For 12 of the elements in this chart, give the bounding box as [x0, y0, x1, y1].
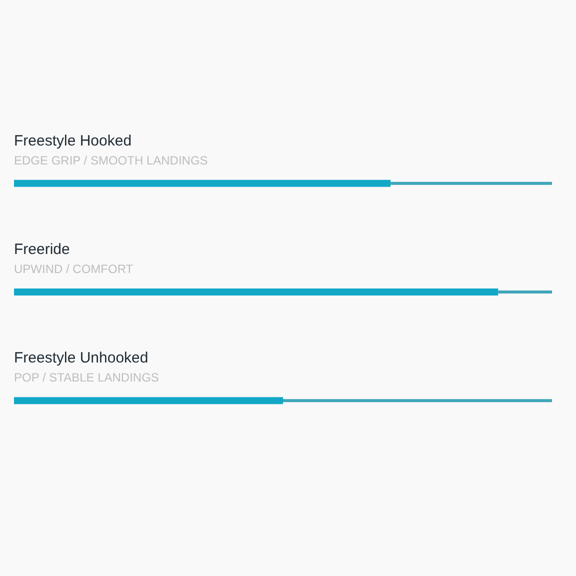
annotation: EDGE GRIP / SMOOTH LANDINGS: [14, 153, 208, 168]
bar: [390, 182, 552, 185]
bar: [14, 180, 391, 187]
bar: [498, 290, 552, 294]
bar: [14, 288, 498, 296]
annotation: POP / STABLE LANDINGS: [14, 370, 159, 385]
y-tick-label: Freeride: [14, 241, 70, 258]
bar: [14, 397, 283, 404]
y-tick-label: Freestyle Unhooked: [14, 350, 148, 367]
y-tick-label: Freestyle Hooked: [14, 132, 132, 150]
annotation: UPWIND / COMFORT: [14, 262, 134, 276]
bar: [283, 399, 552, 402]
